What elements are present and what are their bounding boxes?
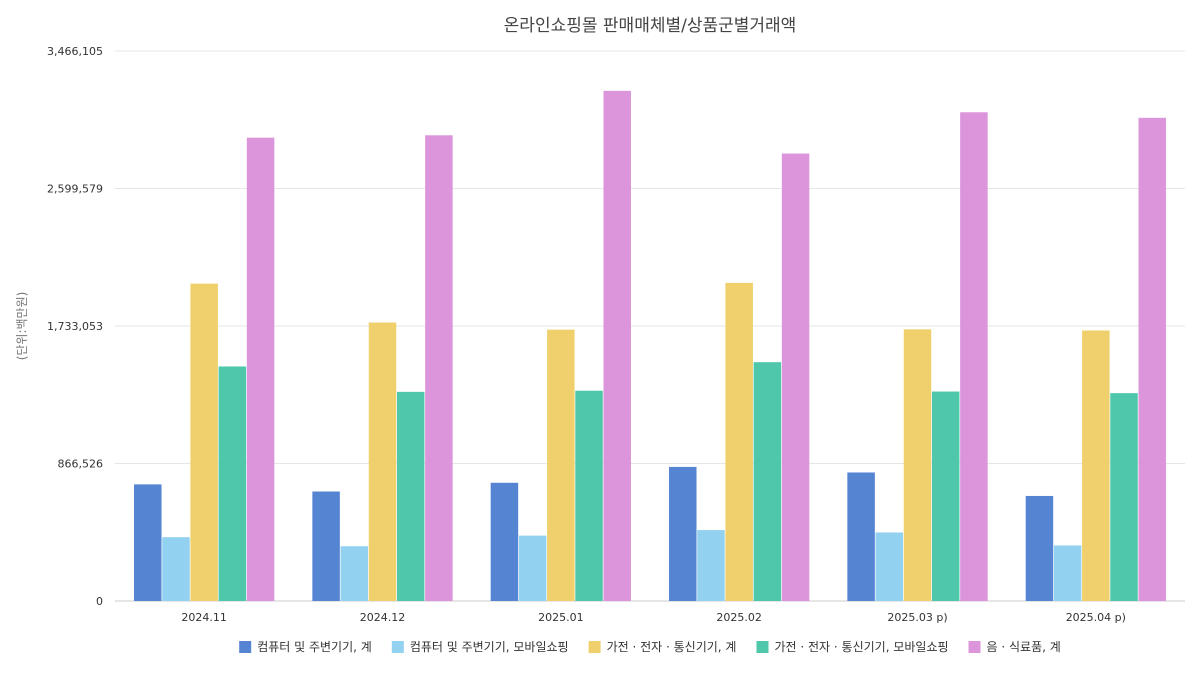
legend-item[interactable]: 가전 · 전자 · 통신기기, 모바일쇼핑: [756, 640, 949, 654]
bar[interactable]: [190, 283, 218, 601]
bar[interactable]: [875, 532, 904, 601]
legend-item[interactable]: 컴퓨터 및 주변기기, 모바일쇼핑: [391, 640, 569, 654]
bar[interactable]: [134, 484, 162, 601]
bar[interactable]: [396, 391, 425, 601]
legend-label: 컴퓨터 및 주변기기, 모바일쇼핑: [410, 640, 569, 654]
bar[interactable]: [1110, 393, 1138, 601]
bar[interactable]: [162, 537, 190, 601]
gridlines: [115, 50, 1185, 602]
bar[interactable]: [1082, 330, 1110, 601]
legend-label: 컴퓨터 및 주변기기, 계: [257, 640, 372, 654]
legend-swatch: [756, 641, 769, 653]
bar[interactable]: [425, 135, 453, 601]
x-tick-label: 2025.03 p): [887, 611, 947, 624]
bar[interactable]: [847, 472, 875, 601]
bar[interactable]: [903, 329, 932, 601]
y-tick-label: 3,466,105: [47, 45, 103, 58]
legend-label: 가전 · 전자 · 통신기기, 모바일쇼핑: [774, 640, 948, 654]
bar[interactable]: [246, 137, 275, 601]
bar[interactable]: [490, 482, 519, 601]
legend: 컴퓨터 및 주변기기, 계 컴퓨터 및 주변기기, 모바일쇼핑 가전 · 전자 · …: [239, 640, 1061, 654]
bar[interactable]: [575, 390, 603, 601]
legend-item[interactable]: 가전 · 전자 · 통신기기, 계: [588, 640, 737, 654]
bar[interactable]: [518, 535, 547, 601]
y-tick-label: 0: [96, 595, 103, 608]
bar[interactable]: [960, 112, 988, 601]
x-axis-ticks: 2024.11 2024.12 2025.01 2025.02 2025.03 p) 20…: [181, 611, 1126, 624]
y-tick-label: 1,733,053: [47, 320, 103, 333]
legend-item[interactable]: 음 · 식료품, 계: [968, 640, 1061, 654]
bar[interactable]: [781, 153, 810, 601]
bar[interactable]: [312, 491, 340, 601]
bar[interactable]: [1025, 495, 1054, 601]
legend-label: 가전 · 전자 · 통신기기, 계: [607, 640, 737, 654]
legend-swatch: [391, 641, 404, 653]
bar[interactable]: [1053, 545, 1082, 601]
bars: [134, 90, 1166, 602]
bar[interactable]: [931, 391, 960, 601]
bar[interactable]: [725, 282, 753, 601]
legend-swatch: [968, 641, 981, 653]
legend-swatch: [588, 641, 601, 653]
bar[interactable]: [218, 366, 247, 601]
legend-swatch: [239, 641, 252, 653]
bar[interactable]: [669, 466, 697, 601]
bar[interactable]: [368, 322, 397, 601]
y-axis-ticks: 0 866,526 1,733,053 2,599,579 3,466,105: [47, 45, 103, 608]
chart-title: 온라인쇼핑몰 판매매체별/상품군별거래액: [504, 16, 797, 36]
x-tick-label: 2024.11: [181, 611, 227, 624]
y-tick-label: 2,599,579: [47, 182, 103, 195]
x-tick-label: 2025.04 p): [1066, 611, 1126, 624]
bar[interactable]: [1138, 117, 1166, 602]
bar[interactable]: [603, 90, 631, 602]
y-axis-label: (단위:백만원): [15, 292, 29, 361]
x-tick-label: 2025.02: [716, 611, 762, 624]
bar[interactable]: [340, 546, 369, 601]
legend-item[interactable]: 컴퓨터 및 주변기기, 계: [239, 640, 372, 654]
legend-label: 음 · 식료품, 계: [987, 640, 1061, 654]
bar[interactable]: [697, 530, 725, 601]
y-tick-label: 866,526: [58, 458, 104, 471]
x-tick-label: 2025.01: [538, 611, 584, 624]
x-tick-label: 2024.12: [360, 611, 406, 624]
bar[interactable]: [753, 362, 782, 601]
bar[interactable]: [547, 329, 575, 601]
